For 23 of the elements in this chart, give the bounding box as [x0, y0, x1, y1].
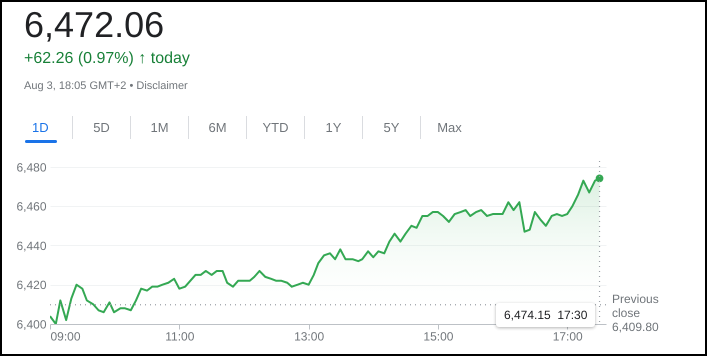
text: 1D: [24, 116, 73, 139]
x-tick-label: 13:00: [294, 330, 324, 344]
annotation: 6,474.15 17:30: [496, 303, 596, 327]
text: 1M: [131, 116, 189, 139]
text: YTD: [247, 116, 305, 139]
x-tick-label: 09:00: [50, 330, 81, 344]
y-tick-label: 6,460: [16, 200, 47, 214]
text: Aug 3, 18:05 GMT+2 • Disclaimer: [24, 80, 188, 92]
y-tick-label: 6,480: [16, 160, 47, 174]
text: 5D: [73, 116, 131, 139]
chart-title: 6,472.06: [24, 4, 164, 46]
text: 1Y: [305, 116, 363, 139]
y-tick-label: 6,420: [16, 278, 47, 292]
text: Max: [436, 119, 463, 137]
text: 6M: [189, 116, 247, 139]
x-tick-label: 11:00: [165, 330, 195, 344]
ref-line-label: Previous close 6,409.80: [612, 292, 660, 334]
y-tick-label: 6,400: [16, 318, 47, 332]
y-tick-label: 6,440: [16, 238, 47, 253]
chart-subtitle: +62.26 (0.97%) ↑ today: [24, 50, 190, 68]
text: 5Y: [363, 116, 421, 139]
x-tick-label: 15:00: [423, 330, 454, 344]
x-tick-label: 17:00: [552, 330, 584, 344]
